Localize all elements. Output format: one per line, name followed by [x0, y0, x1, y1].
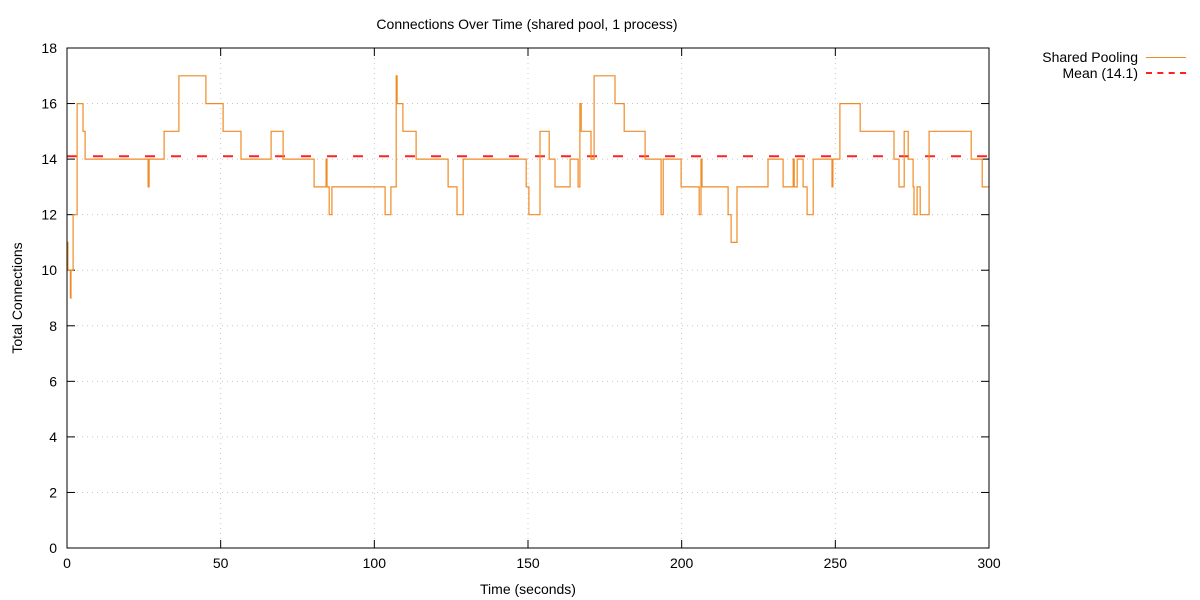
- x-axis-label: Time (seconds): [480, 581, 576, 597]
- svg-text:6: 6: [49, 373, 57, 389]
- svg-text:300: 300: [977, 555, 1001, 571]
- svg-text:12: 12: [41, 207, 57, 223]
- svg-text:100: 100: [363, 555, 387, 571]
- svg-text:10: 10: [41, 262, 57, 278]
- chart-title: Connections Over Time (shared pool, 1 pr…: [376, 16, 678, 32]
- legend: Shared Pooling Mean (14.1): [990, 49, 1200, 81]
- svg-text:4: 4: [49, 429, 57, 445]
- svg-text:14: 14: [41, 151, 57, 167]
- svg-text:18: 18: [41, 40, 57, 56]
- plot-frame: [66, 47, 990, 549]
- svg-text:2: 2: [49, 484, 57, 500]
- grid-lines: [67, 48, 989, 548]
- legend-swatch-orange: [1146, 56, 1186, 58]
- y-axis-label: Total Connections: [9, 242, 25, 353]
- svg-text:8: 8: [49, 318, 57, 334]
- svg-text:50: 50: [213, 555, 229, 571]
- legend-item-shared-pooling: Shared Pooling: [990, 49, 1200, 65]
- shared-pooling-line: [67, 75, 989, 299]
- svg-text:250: 250: [824, 555, 848, 571]
- svg-text:150: 150: [516, 555, 540, 571]
- legend-label: Mean (14.1): [1062, 65, 1138, 81]
- legend-item-mean: Mean (14.1): [990, 65, 1200, 81]
- axis-ticks: 0 2 4 6 8 10 12 14 16 18 0 50 100 150 200 250 300: [41, 40, 1000, 571]
- legend-swatch-red-dashed: [1146, 72, 1186, 74]
- svg-text:200: 200: [670, 555, 694, 571]
- svg-text:16: 16: [41, 96, 57, 112]
- legend-label: Shared Pooling: [1042, 49, 1138, 65]
- svg-text:0: 0: [63, 555, 71, 571]
- svg-text:0: 0: [49, 540, 57, 556]
